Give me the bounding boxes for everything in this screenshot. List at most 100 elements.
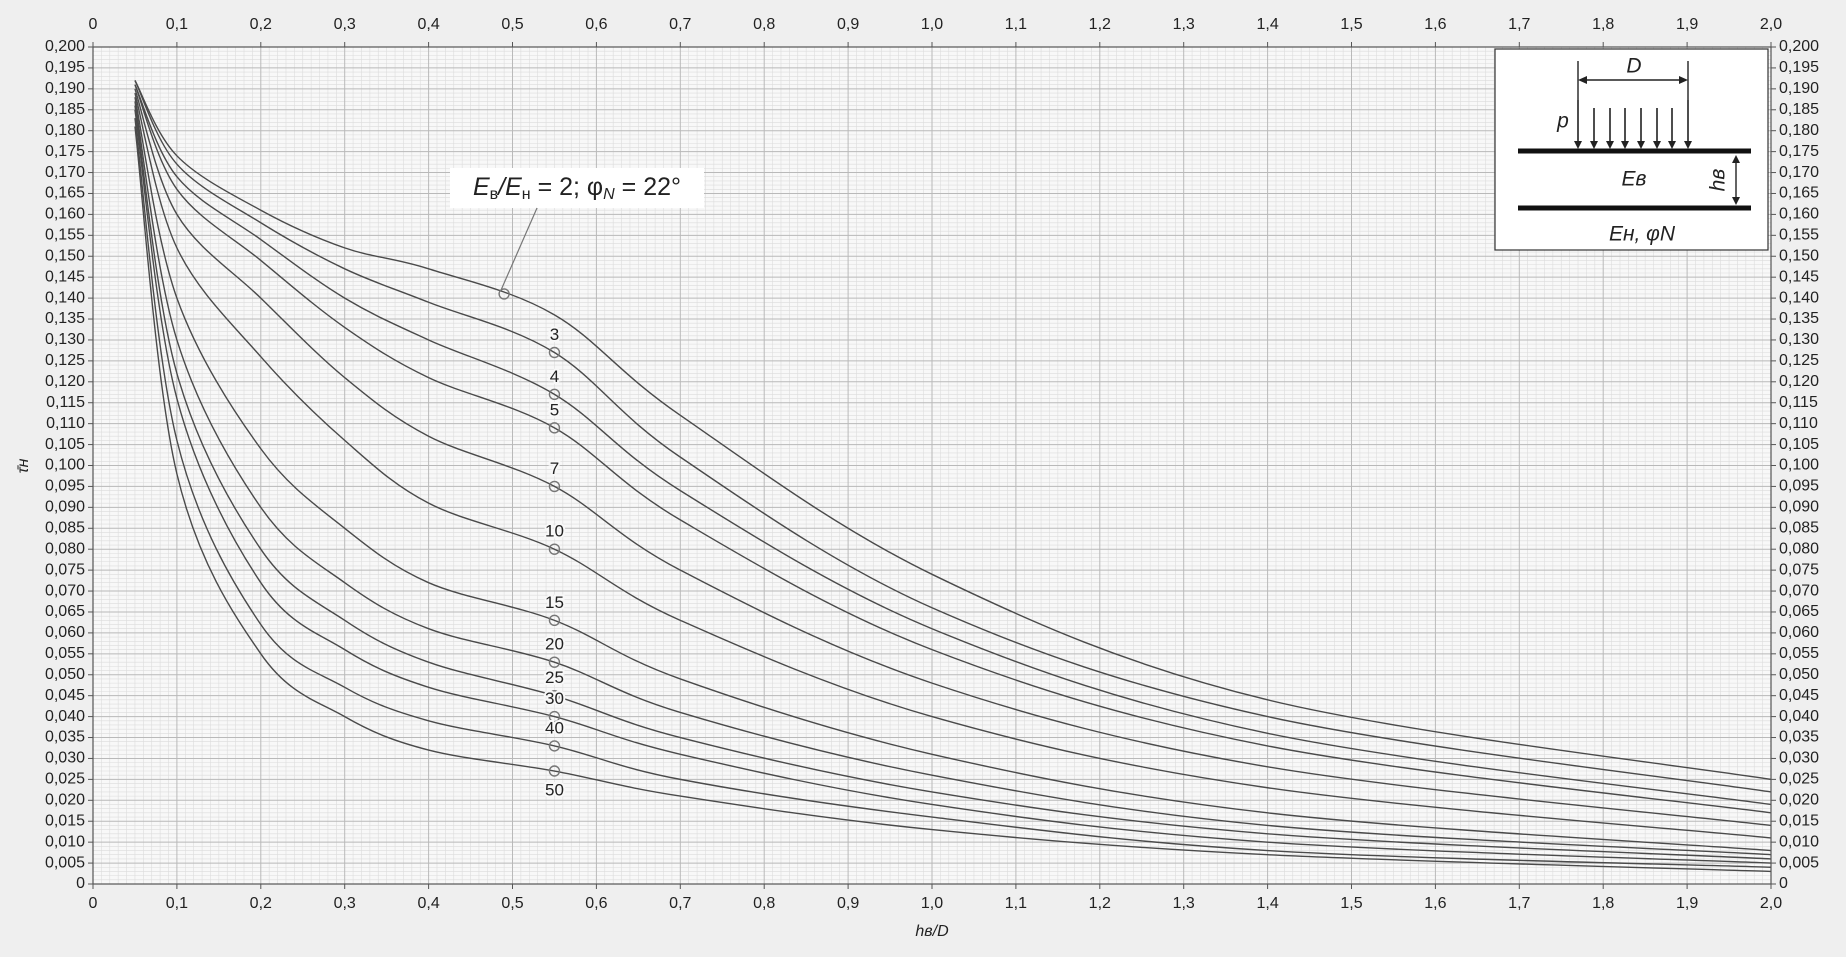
- curve-label: 20: [545, 635, 564, 654]
- x-tick-label: 1,7: [1508, 895, 1530, 912]
- curve-marker: [548, 656, 561, 668]
- x-tick-label-top: 1,2: [1089, 16, 1111, 33]
- y-tick-label: 0,090: [45, 499, 85, 516]
- y-tick-label-right: 0,145: [1779, 268, 1819, 285]
- y-tick-label-right: 0,175: [1779, 143, 1819, 160]
- curve: [134, 84, 1772, 814]
- x-tick-label-top: 1,9: [1676, 16, 1698, 33]
- y-tick-label: 0,170: [45, 164, 85, 181]
- x-tick-label-top: 0,1: [166, 16, 188, 33]
- x-tick-label-top: 1,6: [1424, 16, 1446, 33]
- y-tick-label-right: 0,165: [1779, 185, 1819, 202]
- y-tick-label: 0,110: [46, 415, 85, 432]
- y-tick-label-right: 0,185: [1779, 101, 1819, 118]
- y-tick-label-right: 0,065: [1779, 603, 1819, 620]
- inset-upper: Eв: [1622, 168, 1647, 191]
- y-tick-label-right: 0,110: [1779, 415, 1818, 432]
- annotation: Eв/Eн = 2; φN = 22°: [473, 173, 681, 204]
- y-tick-label: 0,065: [45, 603, 85, 620]
- curve-marker: [548, 740, 561, 752]
- y-tick-label-right: 0,025: [1779, 771, 1819, 788]
- curve-marker: [548, 614, 561, 627]
- x-tick-label: 1,3: [1173, 895, 1195, 912]
- y-tick-label: 0,025: [45, 771, 85, 788]
- curve: [134, 126, 1772, 873]
- y-tick-label: 0,165: [45, 185, 85, 202]
- curve-label: 15: [545, 593, 564, 612]
- y-tick-label-right: 0,130: [1779, 331, 1819, 348]
- x-tick-label: 1,9: [1676, 895, 1698, 912]
- inset-h: hв: [1707, 169, 1730, 192]
- x-tick-label-top: 1,0: [921, 16, 943, 33]
- curve-marker: [548, 765, 561, 777]
- curve-label: 7: [550, 459, 559, 478]
- curve: [134, 92, 1772, 839]
- annotation-part: в: [490, 186, 499, 203]
- x-tick-label: 1,4: [1256, 895, 1278, 912]
- y-tick-label-right: 0,085: [1779, 519, 1819, 536]
- curve: [134, 88, 1772, 827]
- x-tick-label-top: 0,6: [585, 16, 607, 33]
- y-tick-label-right: 0,035: [1779, 729, 1819, 746]
- y-tick-label-right: 0,190: [1779, 80, 1819, 97]
- x-tick-label: 0,4: [417, 895, 439, 912]
- y-tick-label-right: 0: [1779, 875, 1788, 892]
- y-tick-label: 0,055: [45, 645, 85, 662]
- y-tick-label-right: 0,160: [1779, 206, 1819, 223]
- y-tick-label: 0,140: [45, 289, 85, 306]
- y-tick-label: 0,190: [45, 80, 85, 97]
- x-tick-label: 1,0: [921, 895, 943, 912]
- x-tick-label-top: 1,5: [1340, 16, 1362, 33]
- curve-label: 25: [545, 668, 564, 687]
- y-tick-label-right: 0,050: [1779, 666, 1819, 683]
- x-tick-label-top: 0: [89, 16, 98, 33]
- curve: [134, 84, 1772, 806]
- y-tick-label-right: 0,135: [1779, 310, 1819, 327]
- y-axis-label: τ̄н: [15, 458, 32, 473]
- curve: [134, 105, 1772, 860]
- y-tick-label: 0,115: [46, 394, 85, 411]
- curve: [134, 118, 1772, 868]
- x-tick-label: 0,5: [501, 895, 523, 912]
- annotation-part: /E: [496, 173, 522, 201]
- curve-label: 40: [545, 718, 564, 737]
- x-tick-label-top: 1,3: [1173, 16, 1195, 33]
- y-tick-label-right: 0,055: [1779, 645, 1819, 662]
- inset-p: p: [1556, 110, 1569, 133]
- x-axis-label: hв/D: [915, 923, 949, 940]
- annotation-part: н: [522, 186, 531, 203]
- x-tick-label: 0: [89, 895, 98, 912]
- curve-marker: [548, 480, 561, 493]
- curve-label: 50: [545, 780, 564, 799]
- y-tick-label: 0,155: [45, 227, 85, 244]
- inset: D p Eв hв Eн, φN: [1494, 48, 1769, 251]
- y-tick-label: 0,010: [45, 833, 85, 850]
- x-tick-label: 1,6: [1424, 895, 1446, 912]
- x-tick-label: 0,2: [250, 895, 272, 912]
- y-tick-label-right: 0,060: [1779, 624, 1819, 641]
- x-tick-label-top: 0,2: [250, 16, 272, 33]
- y-tick-label: 0,135: [45, 310, 85, 327]
- y-tick-label: 0,080: [45, 540, 85, 557]
- x-tick-label-top: 1,1: [1005, 16, 1027, 33]
- y-tick-label-right: 0,020: [1779, 792, 1819, 809]
- x-tick-label: 0,3: [334, 895, 356, 912]
- curve: [134, 101, 1772, 856]
- y-tick-label: 0,005: [45, 854, 85, 871]
- annotation-part: = 22°: [615, 173, 681, 201]
- y-tick-label: 0,030: [45, 750, 85, 767]
- y-tick-label: 0,015: [45, 812, 85, 829]
- annotation-part: N: [603, 186, 615, 203]
- x-tick-label: 1,1: [1005, 895, 1027, 912]
- y-tick-label-right: 0,120: [1779, 373, 1819, 390]
- y-tick-label-right: 0,090: [1779, 499, 1819, 516]
- annotation-part: = 2; φ: [531, 173, 604, 201]
- x-tick-label: 0,9: [837, 895, 859, 912]
- y-tick-label: 0,040: [45, 708, 85, 725]
- y-tick-label: 0,095: [45, 478, 85, 495]
- annotation-marker: [498, 288, 510, 300]
- curve: [134, 97, 1772, 852]
- y-tick-label: 0,125: [45, 352, 85, 369]
- annotation-part: E: [473, 173, 490, 201]
